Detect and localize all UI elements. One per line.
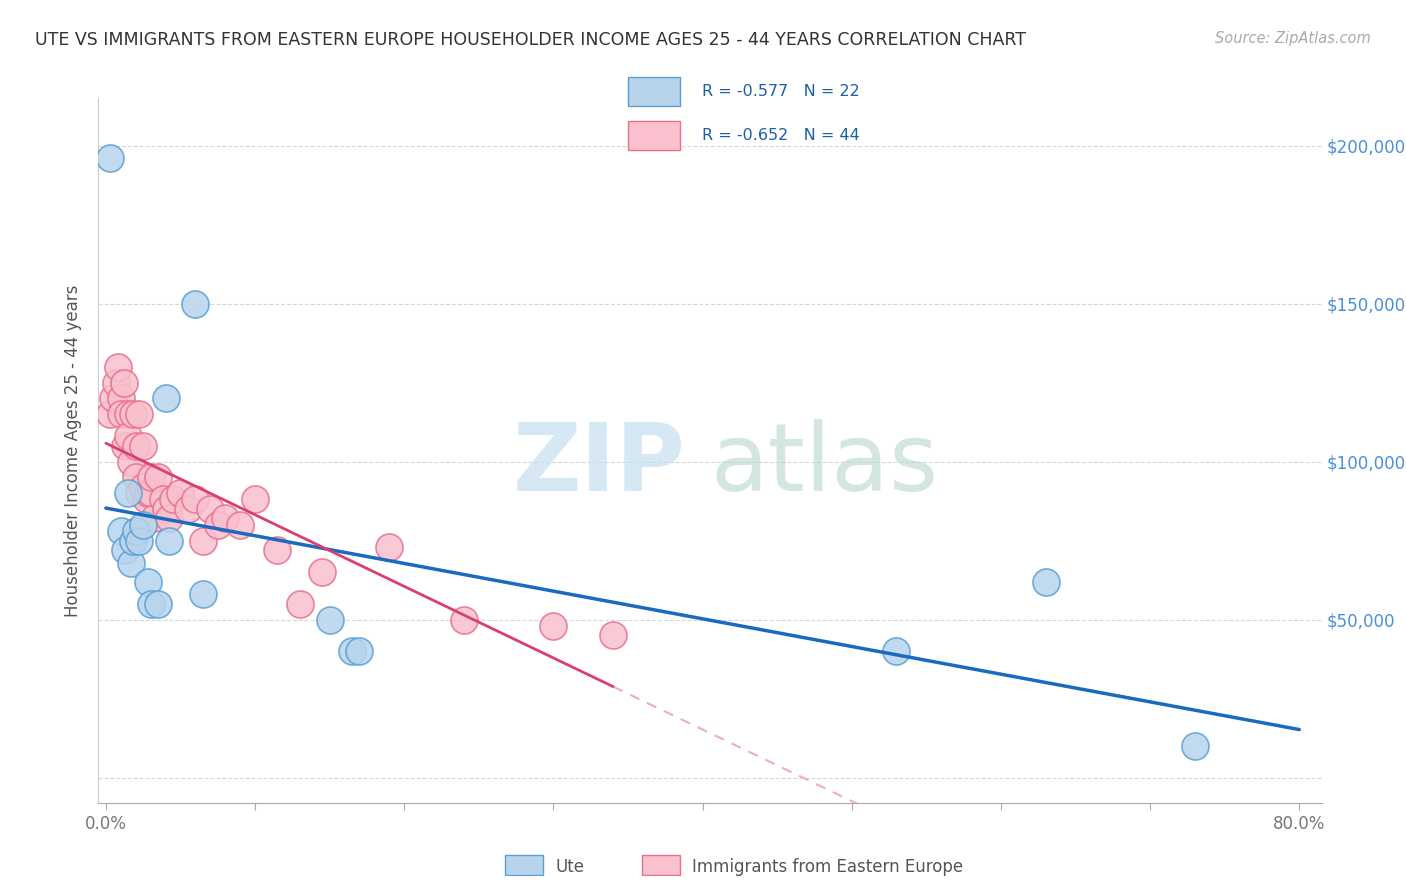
Point	[243, 492, 266, 507]
Point	[191, 587, 214, 601]
Point	[103, 392, 125, 406]
Point	[200, 502, 222, 516]
Point	[1035, 574, 1057, 589]
Point	[132, 439, 155, 453]
Point	[98, 151, 121, 165]
FancyBboxPatch shape	[627, 77, 679, 105]
Point	[602, 628, 624, 642]
Point	[128, 533, 150, 548]
Point	[146, 597, 169, 611]
Point	[125, 439, 148, 453]
Point	[135, 492, 157, 507]
Point	[125, 524, 148, 538]
Text: UTE VS IMMIGRANTS FROM EASTERN EUROPE HOUSEHOLDER INCOME AGES 25 - 44 YEARS CORR: UTE VS IMMIGRANTS FROM EASTERN EUROPE HO…	[35, 31, 1026, 49]
Point	[105, 376, 128, 390]
Point	[288, 597, 311, 611]
Point	[98, 407, 121, 421]
Point	[162, 492, 184, 507]
Point	[110, 407, 132, 421]
Point	[136, 486, 159, 500]
Text: atlas: atlas	[710, 418, 938, 510]
Point	[318, 613, 340, 627]
Point	[146, 470, 169, 484]
Point	[136, 574, 159, 589]
Point	[191, 533, 214, 548]
Point	[139, 597, 162, 611]
Point	[110, 392, 132, 406]
Text: Immigrants from Eastern Europe: Immigrants from Eastern Europe	[692, 858, 963, 876]
Point	[110, 524, 132, 538]
Text: R = -0.577   N = 22: R = -0.577 N = 22	[702, 84, 860, 99]
Point	[453, 613, 475, 627]
Point	[112, 376, 135, 390]
FancyBboxPatch shape	[506, 855, 543, 875]
Point	[139, 486, 162, 500]
Point	[184, 492, 207, 507]
Point	[107, 359, 129, 374]
Point	[128, 407, 150, 421]
Point	[152, 492, 174, 507]
Y-axis label: Householder Income Ages 25 - 44 years: Householder Income Ages 25 - 44 years	[65, 285, 83, 616]
Point	[157, 533, 180, 548]
Point	[121, 407, 143, 421]
Point	[229, 517, 252, 532]
Point	[184, 296, 207, 310]
Point	[207, 517, 229, 532]
Point	[378, 540, 401, 554]
Point	[214, 511, 236, 525]
Point	[155, 392, 177, 406]
Point	[266, 543, 288, 558]
Point	[120, 454, 142, 468]
Point	[311, 565, 333, 579]
Point	[543, 619, 565, 633]
Point	[169, 486, 191, 500]
Point	[139, 470, 162, 484]
Point	[177, 502, 200, 516]
FancyBboxPatch shape	[643, 855, 681, 875]
Point	[132, 517, 155, 532]
Point	[114, 439, 136, 453]
Point	[120, 556, 142, 570]
Text: Ute: Ute	[555, 858, 585, 876]
Point	[125, 470, 148, 484]
Point	[155, 502, 177, 516]
Point	[121, 533, 143, 548]
Point	[128, 486, 150, 500]
Text: ZIP: ZIP	[513, 418, 686, 510]
Text: R = -0.652   N = 44: R = -0.652 N = 44	[702, 128, 860, 143]
Point	[349, 644, 371, 658]
Text: Source: ZipAtlas.com: Source: ZipAtlas.com	[1215, 31, 1371, 46]
Point	[886, 644, 908, 658]
FancyBboxPatch shape	[627, 121, 679, 150]
Point	[114, 543, 136, 558]
Point	[340, 644, 363, 658]
Point	[132, 480, 155, 494]
Point	[157, 511, 180, 525]
Point	[142, 511, 165, 525]
Point	[1184, 739, 1206, 753]
Point	[117, 429, 139, 443]
Point	[117, 407, 139, 421]
Point	[117, 486, 139, 500]
